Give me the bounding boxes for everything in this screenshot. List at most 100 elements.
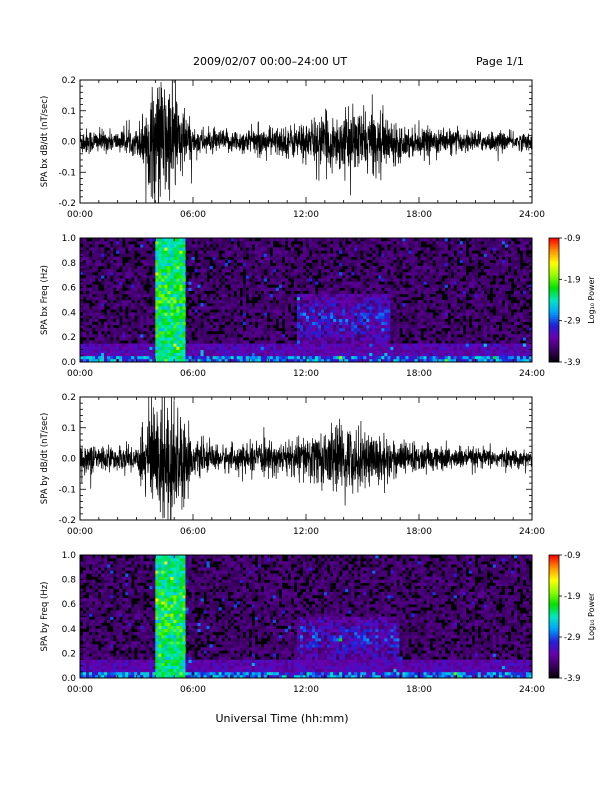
heatmap-cell xyxy=(83,315,87,319)
heatmap-cell xyxy=(333,293,337,298)
heatmap-cell xyxy=(387,250,391,254)
heatmap-cell xyxy=(492,244,497,248)
heatmap-cell xyxy=(351,312,355,316)
heatmap-cell xyxy=(312,293,316,298)
heatmap-cell xyxy=(203,334,207,338)
heatmap-cell xyxy=(516,312,521,316)
heatmap-cell xyxy=(492,300,497,304)
heatmap-cell xyxy=(414,250,418,254)
heatmap-cell xyxy=(327,278,331,282)
heatmap-cell xyxy=(333,250,337,254)
heatmap-cell xyxy=(345,340,349,344)
heatmap-cell xyxy=(83,253,87,257)
heatmap-cell xyxy=(140,318,144,322)
heatmap-cell xyxy=(257,265,262,270)
heatmap-cell xyxy=(390,278,394,282)
heatmap-cell xyxy=(357,349,361,353)
heatmap-cell xyxy=(170,250,174,254)
heatmap-cell xyxy=(519,315,524,319)
heatmap-cell xyxy=(393,349,397,353)
heatmap-cell xyxy=(513,259,518,264)
heatmap-cell xyxy=(450,358,454,363)
heatmap-cell xyxy=(146,309,150,313)
heatmap-cell xyxy=(164,309,168,313)
heatmap-cell xyxy=(215,262,219,267)
heatmap-cell xyxy=(486,343,491,347)
heatmap-cell xyxy=(239,349,244,353)
heatmap-cell xyxy=(179,334,183,338)
heatmap-cell xyxy=(348,358,352,363)
heatmap-cell xyxy=(423,296,427,301)
heatmap-cell xyxy=(257,321,262,326)
heatmap-cell xyxy=(465,352,470,357)
heatmap-cell xyxy=(462,265,466,270)
heatmap-cell xyxy=(131,290,135,295)
heatmap-cell xyxy=(134,290,138,295)
heatmap-cell xyxy=(146,324,150,329)
heatmap-cell xyxy=(363,259,367,264)
heatmap-cell xyxy=(522,244,527,248)
heatmap-cell xyxy=(86,355,90,360)
heatmap-cell xyxy=(98,275,102,279)
heatmap-cell xyxy=(429,303,433,307)
heatmap-cell xyxy=(203,293,207,298)
heatmap-cell xyxy=(402,358,406,363)
heatmap-cell xyxy=(152,269,156,273)
heatmap-cell xyxy=(233,238,237,242)
heatmap-cell xyxy=(465,256,470,260)
heatmap-cell xyxy=(513,281,518,285)
heatmap-cell xyxy=(119,259,123,264)
heatmap-cell xyxy=(321,321,325,326)
heatmap-cell xyxy=(173,265,177,270)
heatmap-cell xyxy=(354,343,358,347)
heatmap-cell xyxy=(263,259,268,264)
heatmap-cell xyxy=(182,250,186,254)
heatmap-cell xyxy=(182,269,186,273)
heatmap-cell xyxy=(465,321,470,326)
heatmap-cell xyxy=(324,278,328,282)
heatmap-cell xyxy=(212,358,216,363)
heatmap-cell xyxy=(351,238,355,242)
heatmap-cell xyxy=(137,278,141,282)
heatmap-cell xyxy=(423,290,427,295)
heatmap-cell xyxy=(375,284,379,288)
heatmap-cell xyxy=(426,349,430,353)
heatmap-cell xyxy=(309,241,313,245)
heatmap-cell xyxy=(360,355,364,360)
heatmap-cell xyxy=(134,303,138,307)
heatmap-cell xyxy=(167,272,171,276)
heatmap-cell xyxy=(366,247,370,251)
heatmap-cell xyxy=(507,355,512,360)
heatmap-cell xyxy=(296,327,301,332)
heatmap-cell xyxy=(480,331,485,335)
heatmap-cell xyxy=(471,253,476,257)
heatmap-cell xyxy=(369,321,373,326)
heatmap-cell xyxy=(206,241,210,245)
heatmap-cell xyxy=(432,300,436,304)
heatmap-cell xyxy=(393,281,397,285)
heatmap-cell xyxy=(173,300,177,304)
heatmap-cell xyxy=(375,327,379,332)
heatmap-cell xyxy=(411,312,415,316)
heatmap-cell xyxy=(80,253,84,257)
heatmap-cell xyxy=(507,281,512,285)
heatmap-cell xyxy=(345,296,349,301)
heatmap-cell xyxy=(315,293,319,298)
heatmap-cell xyxy=(363,358,367,363)
heatmap-cell xyxy=(522,315,527,319)
heatmap-cell xyxy=(83,256,87,260)
heatmap-cell xyxy=(257,269,262,273)
heatmap-cell xyxy=(318,337,322,341)
heatmap-cell xyxy=(248,343,253,347)
heatmap-cell xyxy=(378,296,382,301)
heatmap-cell xyxy=(209,318,213,322)
heatmap-cell xyxy=(504,324,509,329)
heatmap-cell xyxy=(384,265,388,270)
heatmap-cell xyxy=(80,315,84,319)
heatmap-cell xyxy=(339,247,343,251)
heatmap-cell xyxy=(242,334,247,338)
heatmap-cell xyxy=(408,278,412,282)
heatmap-cell xyxy=(302,321,307,326)
heatmap-cell xyxy=(212,259,216,264)
heatmap-cell xyxy=(402,296,406,301)
